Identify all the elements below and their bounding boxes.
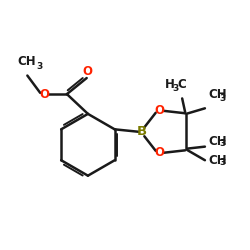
Text: O: O: [154, 146, 164, 159]
Text: CH: CH: [208, 88, 227, 101]
Text: CH: CH: [18, 55, 36, 68]
Text: 3: 3: [220, 139, 226, 148]
Text: C: C: [178, 78, 186, 90]
Text: B: B: [137, 125, 147, 138]
Text: 3: 3: [220, 158, 226, 167]
Text: O: O: [40, 88, 50, 101]
Text: 3: 3: [172, 84, 178, 93]
Text: 3: 3: [37, 62, 43, 70]
Text: H: H: [165, 78, 175, 90]
Text: CH: CH: [208, 135, 227, 148]
Text: 3: 3: [220, 94, 226, 103]
Text: CH: CH: [208, 154, 227, 167]
Text: O: O: [154, 104, 164, 117]
Text: O: O: [82, 65, 92, 78]
